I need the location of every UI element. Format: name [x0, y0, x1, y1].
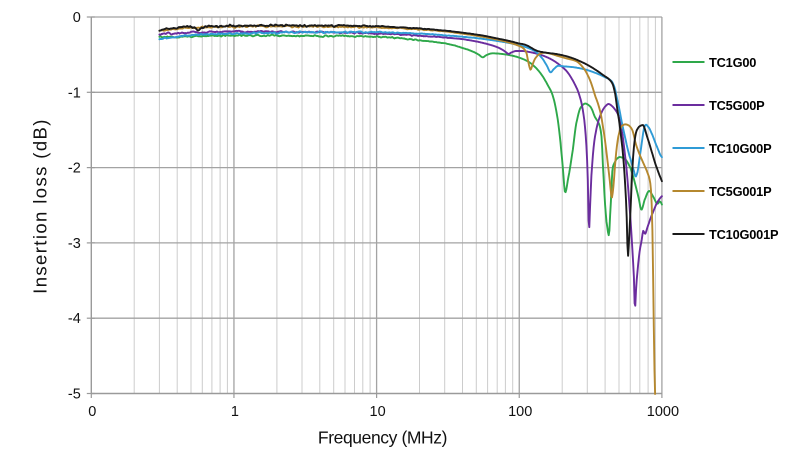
- svg-text:Insertion loss (dB): Insertion loss (dB): [30, 118, 51, 294]
- svg-text:-5: -5: [68, 387, 81, 403]
- svg-text:1000: 1000: [647, 404, 679, 420]
- svg-text:TC10G001P: TC10G001P: [709, 227, 779, 242]
- svg-text:10: 10: [370, 404, 386, 420]
- svg-text:-1: -1: [68, 85, 81, 101]
- svg-text:-2: -2: [68, 161, 81, 177]
- svg-text:0: 0: [88, 404, 96, 420]
- svg-text:-4: -4: [68, 311, 81, 327]
- svg-text:0: 0: [73, 10, 81, 26]
- svg-text:100: 100: [508, 404, 532, 420]
- svg-text:-3: -3: [68, 236, 81, 252]
- svg-text:TC1G00: TC1G00: [709, 55, 756, 70]
- svg-text:TC10G00P: TC10G00P: [709, 141, 772, 156]
- svg-text:TC5G00P: TC5G00P: [709, 98, 765, 113]
- svg-text:Frequency (MHz): Frequency (MHz): [318, 428, 447, 448]
- svg-text:1: 1: [231, 404, 239, 420]
- svg-text:TC5G001P: TC5G001P: [709, 184, 772, 199]
